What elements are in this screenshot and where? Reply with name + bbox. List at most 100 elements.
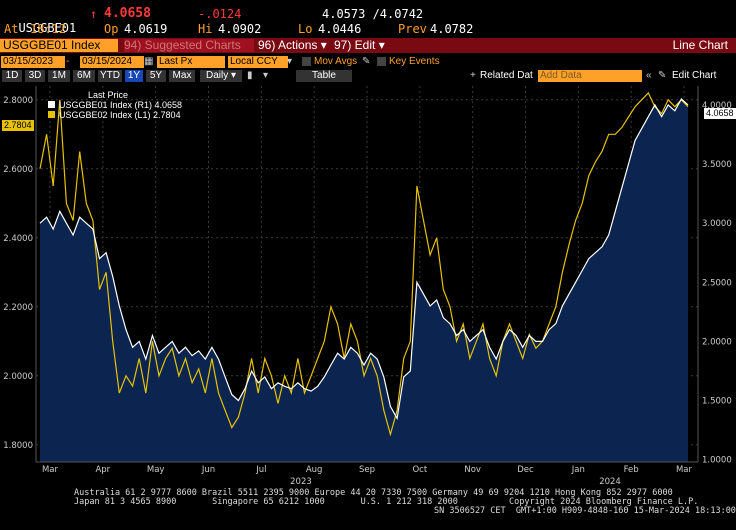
quote-row-1: USGGBE01 bbox=[4, 7, 76, 35]
mov-avgs-label[interactable]: Mov Avgs bbox=[314, 56, 358, 67]
left-axis-tick-label: 2.2000 bbox=[3, 303, 33, 313]
x-tick-label: Jul bbox=[255, 465, 266, 475]
key-events-checkbox[interactable] bbox=[377, 57, 386, 66]
low-value: 4.0446 bbox=[318, 22, 362, 36]
high-label: Hi bbox=[198, 22, 213, 36]
series-1-line bbox=[39, 98, 689, 421]
legend-item-1: USGGBE01 Index (R1) 4.0658 bbox=[48, 100, 182, 110]
toolbar-row-2: 1D 3D 1M 6M YTD 1Y 5Y Max Daily ▾ ▮ ▾ Table + R… bbox=[0, 70, 736, 83]
left-axis-tick-label: 2.8000 bbox=[3, 96, 33, 106]
frequency-label: Daily bbox=[205, 70, 229, 81]
x-tick-label: Sep bbox=[359, 465, 375, 475]
command-bar: USGGBE01 Index 94) Suggested Charts 96) … bbox=[0, 38, 736, 53]
x-tick-label: Mar bbox=[676, 465, 693, 475]
edit-label: 97) Edit bbox=[334, 38, 376, 52]
right-axis-tick-label: 1.0000 bbox=[702, 456, 732, 466]
add-data-input[interactable]: Add Data bbox=[538, 70, 642, 82]
legend-swatch-white bbox=[48, 101, 55, 108]
x-tick-label: May bbox=[147, 465, 165, 475]
line-chart[interactable]: Mar Apr May Jun Jul Aug Sep Oct Nov Dec Jan Feb Mar 2… bbox=[0, 84, 736, 500]
left-axis-tick-label: 2.4000 bbox=[3, 234, 33, 244]
high-value: 4.0902 bbox=[218, 22, 262, 36]
time: 18:12 bbox=[30, 22, 67, 36]
edit-chart-label[interactable]: Edit Chart bbox=[672, 70, 717, 81]
last-price: 4.0658 bbox=[104, 6, 151, 21]
prev-value: 4.0782 bbox=[430, 22, 474, 36]
period-button-3d[interactable]: 3D bbox=[25, 70, 45, 82]
x-tick-label: Feb bbox=[624, 465, 639, 475]
period-button-max[interactable]: Max bbox=[169, 70, 195, 82]
footer-contacts-1: Australia 61 2 9777 8600 Brazil 5511 239… bbox=[74, 488, 673, 498]
plus-icon[interactable]: + bbox=[470, 70, 476, 81]
security-field[interactable]: USGGBE01 Index bbox=[0, 39, 118, 52]
currency-select[interactable]: Local CCY bbox=[228, 56, 288, 68]
x-tick-label: Mar bbox=[42, 465, 59, 475]
collapse-icon[interactable]: « bbox=[646, 70, 652, 81]
left-axis-tick-label: 2.6000 bbox=[3, 165, 33, 175]
x-tick-label: Nov bbox=[464, 465, 481, 475]
period-button-1m[interactable]: 1M bbox=[48, 70, 70, 82]
end-date-field[interactable]: 03/15/2024 bbox=[80, 56, 144, 68]
period-button-ytd[interactable]: YTD bbox=[98, 70, 122, 82]
frequency-select[interactable]: Daily ▾ bbox=[200, 70, 242, 82]
low-label: Lo bbox=[298, 22, 313, 36]
series-2-line bbox=[39, 91, 689, 437]
x-tick-label: Jan bbox=[571, 465, 585, 475]
table-button[interactable]: Table bbox=[296, 70, 352, 82]
suggested-charts-button[interactable]: 94) Suggested Charts bbox=[124, 39, 254, 52]
period-button-5y[interactable]: 5Y bbox=[146, 70, 166, 82]
legend-item-2: USGGBE02 Index (L1) 2.7804 bbox=[48, 110, 182, 120]
up-arrow-icon: ↑ bbox=[90, 7, 98, 21]
key-events-label[interactable]: Key Events bbox=[389, 56, 440, 67]
calendar-icon[interactable]: ▦ bbox=[144, 56, 154, 67]
start-date-field[interactable]: 03/15/2023 bbox=[1, 56, 65, 68]
legend-item-1-label: USGGBE01 Index (R1) 4.0658 bbox=[59, 100, 183, 110]
dropdown-arrow-icon: ▾ bbox=[378, 38, 385, 52]
prev-label: Prev bbox=[398, 22, 427, 36]
right-last-value-badge: 4.0658 bbox=[704, 108, 736, 119]
edit-chart-icon[interactable]: ✎ bbox=[658, 70, 667, 81]
bid-ask: 4.0573 /4.0742 bbox=[322, 7, 424, 21]
series-1-area bbox=[40, 99, 688, 462]
legend: Last Price USGGBE01 Index (R1) 4.0658 US… bbox=[48, 90, 182, 120]
footer-session: SN 3506527 CET GMT+1:00 H909-4848-160 15… bbox=[434, 506, 736, 516]
toolbar-row-1: 03/15/2023 - 03/15/2024 ▦ Last Px Local … bbox=[0, 56, 736, 69]
legend-title: Last Price bbox=[88, 90, 129, 100]
legend-item-2-label: USGGBE02 Index (L1) 2.7804 bbox=[59, 110, 181, 120]
year-label: 2024 bbox=[599, 477, 621, 487]
edit-menu[interactable]: 97) Edit ▾ bbox=[334, 39, 385, 52]
date-separator: - bbox=[66, 56, 70, 67]
x-tick-label: Apr bbox=[95, 465, 110, 475]
legend-swatch-yellow bbox=[48, 111, 55, 118]
net-change: -.0124 bbox=[198, 7, 242, 21]
actions-menu[interactable]: 96) Actions ▾ bbox=[258, 39, 327, 52]
period-button-1d[interactable]: 1D bbox=[2, 70, 22, 82]
actions-label: 96) Actions bbox=[258, 38, 318, 52]
mov-avgs-checkbox[interactable] bbox=[302, 57, 311, 66]
settings-icon[interactable]: ▾ bbox=[263, 70, 269, 81]
right-axis-tick-label: 2.5000 bbox=[702, 278, 732, 288]
related-data-label[interactable]: Related Dat bbox=[480, 70, 533, 81]
period-button-6m[interactable]: 6M bbox=[73, 70, 95, 82]
currency-dropdown-icon[interactable]: ▾ bbox=[287, 56, 293, 67]
chart-area[interactable]: Mar Apr May Jun Jul Aug Sep Oct Nov Dec Jan Feb Mar 2… bbox=[0, 84, 736, 500]
open-value: 4.0619 bbox=[124, 22, 168, 36]
pencil-icon[interactable]: ✎ bbox=[362, 56, 371, 67]
year-label: 2023 bbox=[290, 477, 312, 487]
left-axis-tick-label: 1.8000 bbox=[3, 441, 33, 451]
left-axis-tick-label: 2.0000 bbox=[3, 372, 33, 382]
at-label: At bbox=[4, 22, 19, 36]
right-axis-tick-label: 3.0000 bbox=[702, 219, 732, 229]
field-select[interactable]: Last Px bbox=[157, 56, 225, 68]
x-tick-label: Jun bbox=[201, 465, 215, 475]
bar-chart-icon[interactable]: ▮ bbox=[247, 70, 253, 81]
period-button-1y[interactable]: 1Y bbox=[125, 70, 143, 82]
right-axis-tick-label: 4.0000 bbox=[702, 101, 732, 111]
footer-contacts-2: Japan 81 3 4565 8900 Singapore 65 6212 1… bbox=[74, 497, 699, 507]
x-tick-label: Dec bbox=[517, 465, 534, 475]
right-axis-tick-label: 3.5000 bbox=[702, 160, 732, 170]
x-tick-label: Oct bbox=[412, 465, 427, 475]
right-axis-tick-label: 1.5000 bbox=[702, 397, 732, 407]
right-axis-tick-label: 2.0000 bbox=[702, 337, 732, 347]
dropdown-arrow-icon: ▾ bbox=[320, 38, 327, 52]
